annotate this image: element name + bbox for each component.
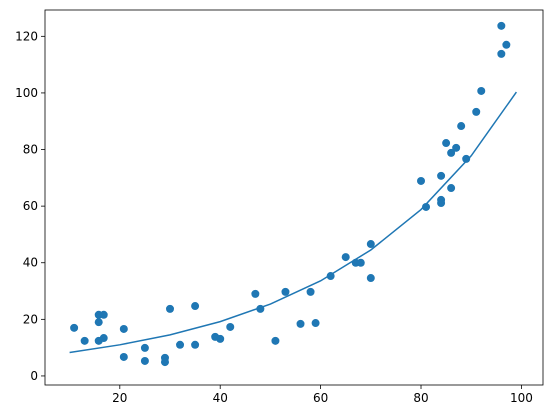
- point: [452, 143, 461, 152]
- point: [437, 171, 446, 180]
- point: [70, 323, 79, 332]
- point: [422, 202, 431, 211]
- point: [462, 154, 471, 163]
- point: [119, 324, 128, 333]
- point: [166, 304, 175, 313]
- fit-line: [69, 91, 518, 354]
- point: [447, 148, 456, 157]
- x-tick-label: 80: [413, 391, 428, 405]
- y-tick-label: 0: [30, 369, 38, 383]
- point: [497, 49, 506, 58]
- point: [306, 287, 315, 296]
- point: [176, 340, 185, 349]
- point: [366, 240, 375, 249]
- point: [140, 356, 149, 365]
- point: [94, 318, 103, 327]
- point: [447, 184, 456, 193]
- y-tick-label: 20: [23, 312, 38, 326]
- point: [472, 107, 481, 116]
- y-tick-label: 120: [15, 29, 38, 43]
- x-tick-label: 20: [112, 391, 127, 405]
- point: [99, 334, 108, 343]
- point: [457, 122, 466, 131]
- x-tick-label: 60: [313, 391, 328, 405]
- point: [216, 334, 225, 343]
- point: [442, 139, 451, 148]
- x-tick-label: 40: [213, 391, 228, 405]
- point: [366, 274, 375, 283]
- point: [251, 289, 260, 298]
- point: [99, 310, 108, 319]
- point: [497, 21, 506, 30]
- point: [191, 340, 200, 349]
- point: [356, 258, 365, 267]
- plot-frame: [44, 9, 544, 386]
- point: [160, 358, 169, 367]
- point: [226, 322, 235, 331]
- point: [417, 176, 426, 185]
- point: [477, 86, 486, 95]
- point: [191, 302, 200, 311]
- point: [296, 319, 305, 328]
- x-tick-label: 100: [510, 391, 533, 405]
- point: [502, 40, 511, 49]
- point: [311, 319, 320, 328]
- point: [341, 253, 350, 262]
- point: [437, 199, 446, 208]
- y-tick-label: 40: [23, 256, 38, 270]
- point: [80, 336, 89, 345]
- point: [271, 336, 280, 345]
- y-tick-label: 60: [23, 199, 38, 213]
- point: [119, 352, 128, 361]
- point: [281, 287, 290, 296]
- y-tick-label: 100: [15, 86, 38, 100]
- point: [140, 343, 149, 352]
- y-tick-label: 80: [23, 143, 38, 157]
